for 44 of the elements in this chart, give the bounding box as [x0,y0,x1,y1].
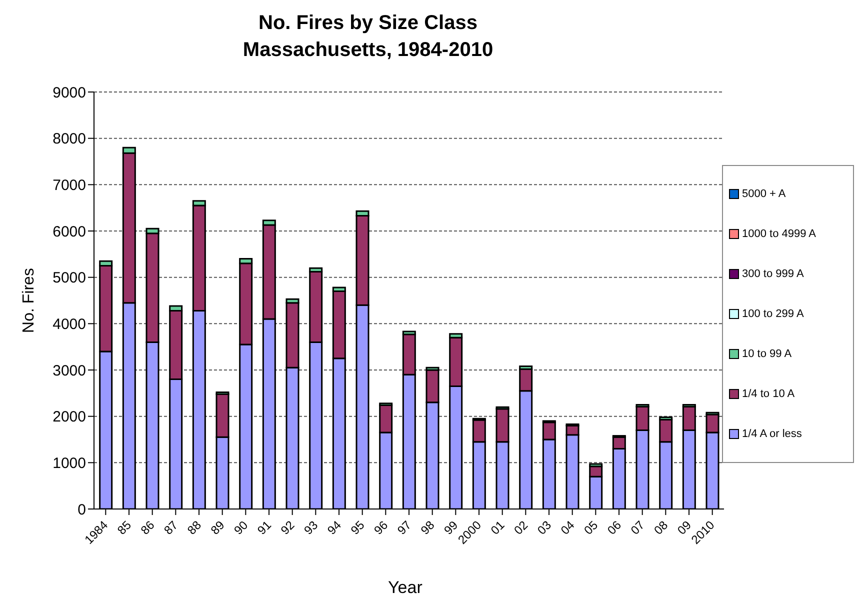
x-tick-label: 98 [418,518,438,538]
y-tick-label: 0 [78,501,86,518]
chart-title: No. Fires by Size Class Massachusetts, 1984-2010 [242,11,494,63]
legend-label: 100 to 299 A [742,308,804,320]
x-tick-label: 93 [301,518,321,538]
x-tick-label: 95 [348,518,368,538]
x-tick-label: 85 [114,518,134,538]
y-tick-label: 2000 [52,408,86,426]
x-tick-label: 92 [278,518,298,538]
y-axis-title: No. Fires [20,268,38,333]
y-tick-label: 4000 [52,316,86,333]
legend-label: 5000 + A [742,188,786,200]
x-tick-label: 97 [394,518,414,538]
y-tick-label: 1000 [52,454,86,472]
x-tick-label: 08 [651,518,671,538]
x-tick-label: 87 [161,518,181,538]
y-tick-label: 7000 [52,176,86,194]
y-tick-label: 6000 [52,223,86,240]
x-tick-label: 04 [558,518,578,538]
x-tick-label: 02 [511,518,531,538]
legend-label: 10 to 99 A [742,348,792,360]
x-tick-label: 99 [441,518,461,538]
x-tick-label: 05 [581,518,601,538]
legend-label: 1/4 to 10 A [742,388,795,400]
x-tick-label: 07 [628,518,648,538]
y-tick-label: 3000 [52,362,86,380]
x-axis-title: Year [388,578,422,598]
y-tick-label: 5000 [52,270,86,287]
legend-label: 1/4 A or less [742,428,802,440]
x-tick-label: 01 [488,518,508,538]
x-tick-label: 89 [208,518,228,538]
legend-label: 1000 to 4999 A [742,228,816,240]
legend-label: 300 to 999 A [742,268,804,280]
x-tick-label: 03 [534,518,554,538]
x-tick-label: 88 [184,518,204,538]
x-tick-label: 96 [371,518,391,538]
x-tick-label: 09 [674,518,694,538]
y-tick-label: 9000 [52,84,86,102]
x-tick-label: 94 [324,518,344,538]
y-tick-label: 8000 [52,130,86,148]
x-tick-label: 86 [138,518,158,538]
x-tick-label: 91 [254,518,274,538]
x-tick-label: 90 [231,518,251,538]
x-tick-label: 06 [604,518,624,538]
